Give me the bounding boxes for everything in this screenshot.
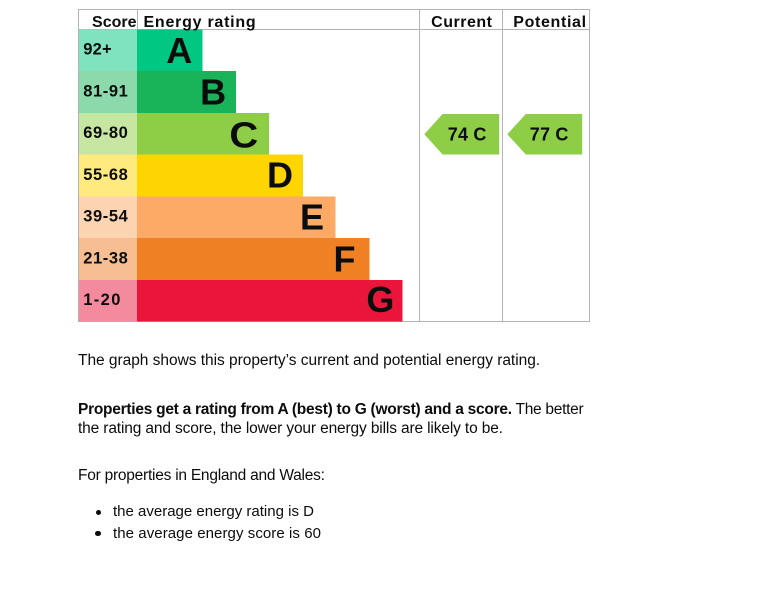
svg-text:C: C [229,115,258,156]
svg-text:D: D [267,154,293,195]
svg-text:92+: 92+ [83,41,112,59]
svg-text:A: A [166,30,192,71]
svg-text:B: B [200,71,226,112]
svg-text:Score: Score [92,14,137,31]
svg-text:69-80: 69-80 [83,124,128,142]
svg-text:21-38: 21-38 [83,249,128,267]
svg-text:81-91: 81-91 [83,82,128,100]
svg-text:Potential: Potential [513,14,586,31]
svg-text:Energy rating: Energy rating [144,14,257,31]
svg-text:E: E [300,196,324,237]
svg-text:39-54: 39-54 [83,208,128,226]
svg-text:74 C: 74 C [448,124,487,144]
svg-text:F: F [334,238,356,279]
svg-text:77 C: 77 C [530,124,569,144]
svg-text:55-68: 55-68 [83,166,128,184]
svg-text:Current: Current [431,14,492,31]
svg-text:1-20: 1-20 [83,291,122,309]
svg-text:G: G [366,279,394,320]
